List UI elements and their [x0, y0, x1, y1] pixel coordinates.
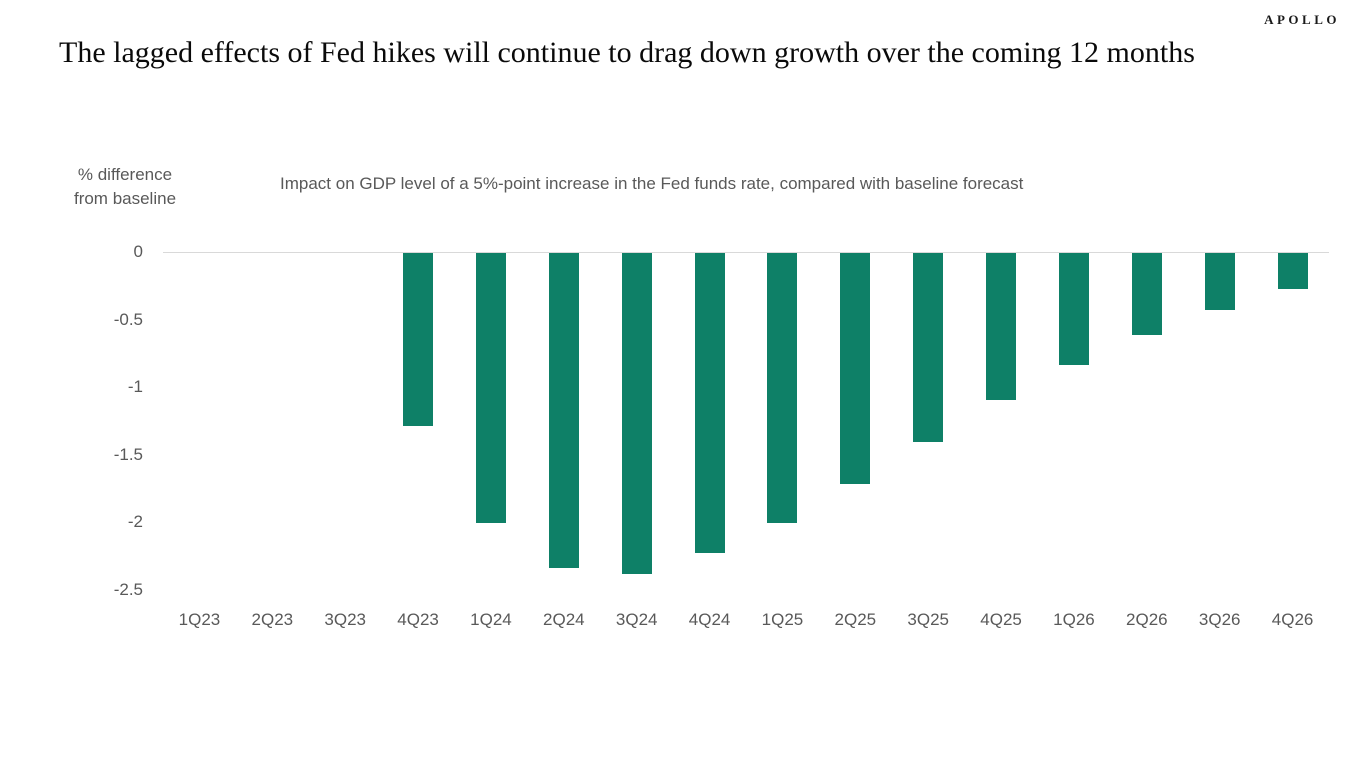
apollo-logo: APOLLO: [1264, 12, 1340, 27]
bar-3Q25: [913, 253, 944, 442]
y-tick-label--1.5: -1.5: [113, 444, 143, 464]
x-tick-label-2Q24: 2Q24: [543, 610, 585, 629]
zero-axis-line: [163, 252, 1329, 253]
bar-2Q25: [840, 253, 871, 484]
bar-4Q26: [1277, 253, 1308, 290]
bar-4Q25: [986, 253, 1017, 401]
x-tick-label-4Q26: 4Q26: [1271, 610, 1314, 629]
y-axis-label-line2: from baseline: [73, 189, 177, 208]
page-title: The lagged effects of Fed hikes will con…: [59, 36, 1195, 69]
x-tick-label-4Q25: 4Q25: [980, 610, 1022, 629]
bar-4Q23: [403, 253, 434, 426]
bar-3Q24: [621, 253, 652, 575]
x-tick-label-3Q24: 3Q24: [615, 610, 658, 629]
bar-3Q26: [1204, 253, 1235, 310]
bar-2Q26: [1131, 253, 1162, 336]
y-tick-label-0: 0: [133, 242, 143, 261]
x-tick-label-4Q23: 4Q23: [397, 610, 439, 629]
bar-4Q24: [694, 253, 725, 553]
x-tick-label-1Q24: 1Q24: [470, 610, 512, 629]
x-tick-label-1Q25: 1Q25: [761, 610, 804, 629]
x-tick-label-2Q25: 2Q25: [834, 610, 877, 629]
y-tick-label--0.5: -0.5: [113, 309, 143, 329]
y-tick-label--2.5: -2.5: [113, 579, 143, 599]
x-tick-label-1Q26: 1Q26: [1053, 610, 1095, 629]
chart-subtitle: Impact on GDP level of a 5%-point increa…: [280, 174, 1024, 193]
y-axis-label-line1: % difference: [77, 165, 173, 184]
bar-1Q24: [475, 253, 506, 523]
y-tick-label--2: -2: [127, 512, 143, 531]
x-tick-label-2Q26: 2Q26: [1126, 610, 1168, 629]
bar-2Q24: [548, 253, 579, 568]
y-axis-label: % difference from baseline: [60, 163, 190, 211]
x-tick-label-4Q24: 4Q24: [688, 610, 731, 629]
x-tick-label-2Q23: 2Q23: [251, 610, 294, 629]
y-tick-label--1: -1: [127, 377, 143, 396]
x-tick-label-3Q25: 3Q25: [907, 610, 949, 629]
x-tick-label-3Q23: 3Q23: [324, 610, 366, 629]
x-tick-label-3Q26: 3Q26: [1198, 610, 1241, 629]
bar-1Q26: [1058, 253, 1089, 366]
x-tick-label-1Q23: 1Q23: [178, 610, 221, 629]
bar-1Q25: [767, 253, 798, 523]
